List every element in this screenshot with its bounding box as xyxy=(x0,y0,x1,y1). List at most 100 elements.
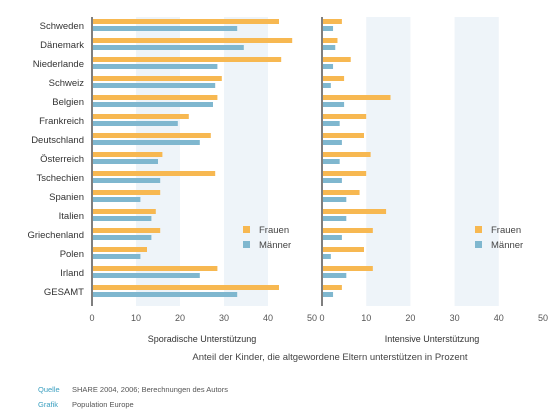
source-line: Quelle SHARE 2004, 2006; Berechnungen des… xyxy=(38,385,228,394)
x-tick-sporadic: 40 xyxy=(263,313,273,323)
bar-sporadic-frauen-10 xyxy=(93,209,156,214)
bar-intensive-mnner-9 xyxy=(323,197,347,202)
bar-intensive-mnner-1 xyxy=(323,45,336,50)
bar-sporadic-frauen-3 xyxy=(93,76,222,81)
category-label: Dänemark xyxy=(40,40,84,51)
bar-intensive-frauen-12 xyxy=(323,247,364,252)
bar-sporadic-mnner-1 xyxy=(93,45,244,50)
bar-sporadic-mnner-12 xyxy=(93,254,141,259)
graphic-label: Grafik xyxy=(38,400,59,409)
bar-intensive-mnner-5 xyxy=(323,121,340,126)
x-axis-title-sporadic: Sporadische Unterstützung xyxy=(148,334,257,344)
main-title: Anteil der Kinder, die altgewordene Elte… xyxy=(192,352,467,363)
x-tick-intensive: 50 xyxy=(538,313,548,323)
bar-intensive-mnner-2 xyxy=(323,64,334,69)
bar-sporadic-mnner-9 xyxy=(93,197,141,202)
band-sporadic-30 xyxy=(224,17,268,306)
category-label: Österreich xyxy=(40,154,84,165)
x-tick-sporadic: 10 xyxy=(131,313,141,323)
bar-intensive-frauen-10 xyxy=(323,209,387,214)
band-intensive-30 xyxy=(454,17,499,306)
bar-sporadic-mnner-13 xyxy=(93,273,200,278)
bar-sporadic-mnner-10 xyxy=(93,216,152,221)
bar-sporadic-frauen-1 xyxy=(93,38,293,43)
bar-sporadic-mnner-8 xyxy=(93,178,161,183)
bar-intensive-mnner-3 xyxy=(323,83,331,88)
band-intensive-10 xyxy=(366,17,411,306)
bar-intensive-frauen-7 xyxy=(323,152,371,157)
legend-label-intensive: Frauen xyxy=(491,225,521,236)
bar-sporadic-mnner-6 xyxy=(93,140,200,145)
x-tick-intensive: 0 xyxy=(319,313,324,323)
bar-sporadic-frauen-2 xyxy=(93,57,282,62)
legend-label-sporadic: Männer xyxy=(259,240,291,251)
x-axis-title-intensive: Intensive Unterstützung xyxy=(385,334,480,344)
bar-intensive-frauen-3 xyxy=(323,76,345,81)
bar-sporadic-frauen-12 xyxy=(93,247,147,252)
bar-intensive-mnner-11 xyxy=(323,235,342,240)
bar-intensive-frauen-2 xyxy=(323,57,351,62)
bar-sporadic-frauen-7 xyxy=(93,152,163,157)
bar-intensive-mnner-12 xyxy=(323,254,331,259)
x-tick-intensive: 40 xyxy=(494,313,504,323)
bar-intensive-mnner-6 xyxy=(323,140,342,145)
legend-label-sporadic: Frauen xyxy=(259,225,289,236)
source-label: Quelle xyxy=(38,385,60,394)
category-label: Schweiz xyxy=(49,78,85,89)
category-label: Italien xyxy=(59,211,84,222)
category-label: Polen xyxy=(60,249,84,260)
bar-sporadic-mnner-4 xyxy=(93,102,213,107)
category-label: Griechenland xyxy=(27,230,84,241)
legend-label-intensive: Männer xyxy=(491,240,523,251)
graphic-line: Grafik Population Europe xyxy=(38,400,134,409)
bar-sporadic-mnner-7 xyxy=(93,159,158,164)
bar-sporadic-mnner-11 xyxy=(93,235,152,240)
graphic-text: Population Europe xyxy=(72,400,134,409)
category-label: Schweden xyxy=(40,21,84,32)
bar-sporadic-frauen-4 xyxy=(93,95,218,100)
bar-intensive-mnner-14 xyxy=(323,292,334,297)
bar-intensive-frauen-6 xyxy=(323,133,364,138)
bar-intensive-frauen-14 xyxy=(323,285,342,290)
legend-swatch-intensive xyxy=(475,226,482,233)
bar-intensive-frauen-13 xyxy=(323,266,373,271)
x-tick-sporadic: 0 xyxy=(89,313,94,323)
category-label: Tschechien xyxy=(36,173,84,184)
category-label: Niederlande xyxy=(33,59,84,70)
panel-intensive: 0 10 20 30 40 50 Intensive Unterstützung Frauen… xyxy=(319,17,548,344)
x-tick-sporadic: 20 xyxy=(175,313,185,323)
legend-swatch-intensive xyxy=(475,241,482,248)
bar-intensive-mnner-10 xyxy=(323,216,347,221)
bar-intensive-frauen-1 xyxy=(323,38,338,43)
category-label: Belgien xyxy=(52,97,84,108)
bar-sporadic-frauen-5 xyxy=(93,114,189,119)
x-tick-sporadic: 30 xyxy=(219,313,229,323)
bar-sporadic-frauen-0 xyxy=(93,19,279,24)
x-tick-intensive: 30 xyxy=(450,313,460,323)
category-label: Irland xyxy=(60,268,84,279)
panel-sporadic: Schweden Dänemark Niederlande Schweiz Belgie… xyxy=(27,17,317,344)
bar-intensive-mnner-7 xyxy=(323,159,340,164)
x-tick-sporadic: 50 xyxy=(307,313,317,323)
x-tick-intensive: 10 xyxy=(361,313,371,323)
bar-sporadic-frauen-6 xyxy=(93,133,211,138)
bar-intensive-frauen-9 xyxy=(323,190,360,195)
bar-sporadic-frauen-8 xyxy=(93,171,216,176)
bar-intensive-mnner-0 xyxy=(323,26,334,31)
bar-sporadic-mnner-0 xyxy=(93,26,238,31)
source-text: SHARE 2004, 2006; Berechnungen des Autor… xyxy=(72,385,228,394)
bar-intensive-frauen-8 xyxy=(323,171,367,176)
bar-sporadic-frauen-9 xyxy=(93,190,161,195)
x-tick-intensive: 20 xyxy=(405,313,415,323)
bar-intensive-frauen-11 xyxy=(323,228,373,233)
category-label: Deutschland xyxy=(31,135,84,146)
bar-intensive-frauen-0 xyxy=(323,19,342,24)
category-label: GESAMT xyxy=(44,287,84,298)
bar-intensive-frauen-5 xyxy=(323,114,367,119)
bar-sporadic-mnner-5 xyxy=(93,121,178,126)
bar-sporadic-mnner-3 xyxy=(93,83,216,88)
bar-sporadic-mnner-2 xyxy=(93,64,218,69)
bar-sporadic-frauen-13 xyxy=(93,266,218,271)
category-label: Frankreich xyxy=(39,116,84,127)
bar-intensive-frauen-4 xyxy=(323,95,391,100)
